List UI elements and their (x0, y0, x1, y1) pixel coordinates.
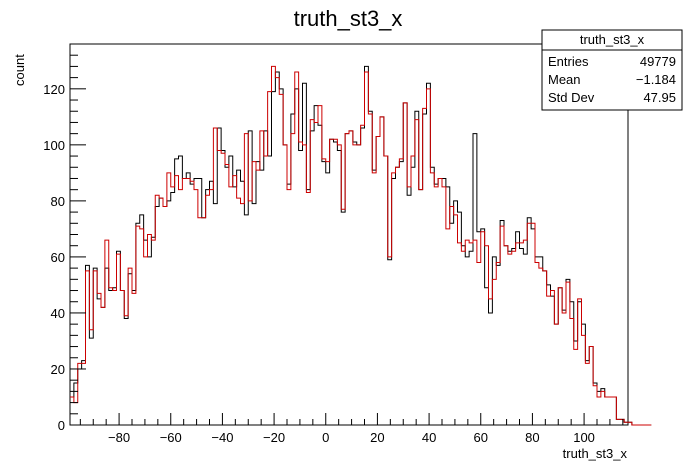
x-tick-label: −40 (211, 430, 233, 445)
x-tick-label: 80 (525, 430, 539, 445)
x-tick-label: 100 (573, 430, 595, 445)
x-tick-label: 20 (370, 430, 384, 445)
x-tick-label: −20 (263, 430, 285, 445)
x-tick-label: −60 (160, 430, 182, 445)
x-tick-label: 0 (322, 430, 329, 445)
x-tick-label: 40 (422, 430, 436, 445)
y-axis-ticks: 0 20 40 60 80 100 120 (43, 54, 86, 433)
x-tick-label: 60 (474, 430, 488, 445)
y-tick-label: 0 (58, 418, 65, 433)
stats-stddev-value: 47.95 (643, 90, 676, 105)
stats-mean-value: −1.184 (636, 72, 676, 87)
y-tick-label: 60 (51, 250, 65, 265)
y-tick-label: 20 (51, 362, 65, 377)
stats-box: truth_st3_x Entries 49779 Mean −1.184 St… (541, 29, 683, 111)
y-axis-label: count (12, 54, 27, 86)
stats-entries-value: 49779 (640, 54, 676, 69)
stats-box-frame (541, 29, 683, 111)
chart-title: truth_st3_x (294, 6, 403, 31)
stats-box-title: truth_st3_x (580, 32, 645, 47)
y-tick-label: 100 (43, 138, 65, 153)
stats-mean-label: Mean (548, 72, 581, 87)
y-tick-label: 40 (51, 306, 65, 321)
histogram-series-1 (70, 65, 652, 426)
y-tick-label: 80 (51, 194, 65, 209)
stats-entries-label: Entries (548, 54, 589, 69)
stats-stddev-label: Std Dev (548, 90, 595, 105)
x-axis-ticks: −80 −60 −40 −20 0 20 40 60 80 100 (79, 413, 624, 445)
x-axis-label: truth_st3_x (563, 446, 628, 461)
x-tick-label: −80 (108, 430, 130, 445)
y-tick-label: 120 (43, 82, 65, 97)
histogram-series-group (70, 65, 652, 426)
